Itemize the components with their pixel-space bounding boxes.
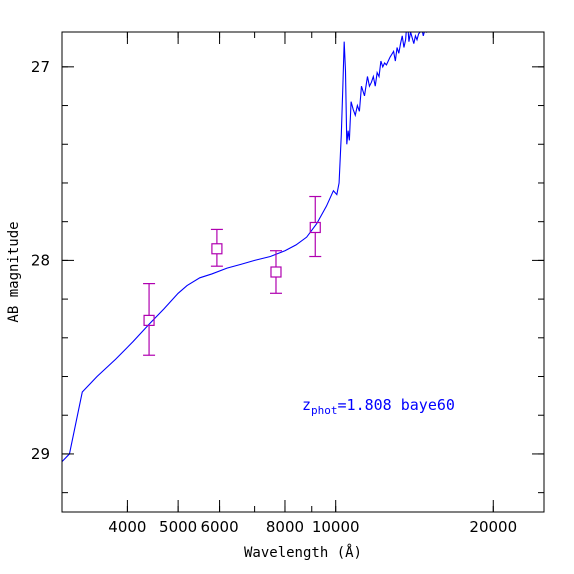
- x-tick-label: 6000: [200, 518, 238, 536]
- x-tick-label: 20000: [469, 518, 517, 536]
- y-tick-label: 29: [31, 445, 50, 463]
- photometry-point: [210, 228, 223, 267]
- photo-z-annotation: zphot=1.808 baye60: [302, 396, 455, 417]
- photometry-point: [143, 283, 156, 356]
- x-tick-label: 5000: [159, 518, 197, 536]
- data-point-marker: [143, 314, 155, 326]
- x-tick-label: 10000: [312, 518, 360, 536]
- data-point-marker: [211, 243, 223, 255]
- photo-z-symbol: z: [302, 396, 311, 414]
- photo-z-value: =1.808 baye60: [338, 396, 455, 414]
- photometry-point: [309, 195, 322, 258]
- photo-z-subscript: phot: [311, 404, 338, 417]
- data-point-marker: [270, 266, 282, 278]
- y-tick-label: 28: [31, 251, 50, 269]
- y-tick-label: 27: [31, 58, 50, 76]
- x-axis-title: Wavelength (Å): [244, 544, 362, 561]
- x-tick-label: 8000: [266, 518, 304, 536]
- y-axis-title: AB magnitude: [6, 221, 22, 322]
- data-point-marker: [309, 221, 321, 234]
- photometry-point: [269, 250, 282, 294]
- plot-frame: [61, 31, 545, 513]
- x-tick-label: 4000: [108, 518, 146, 536]
- model-spectrum-line: [62, 32, 427, 463]
